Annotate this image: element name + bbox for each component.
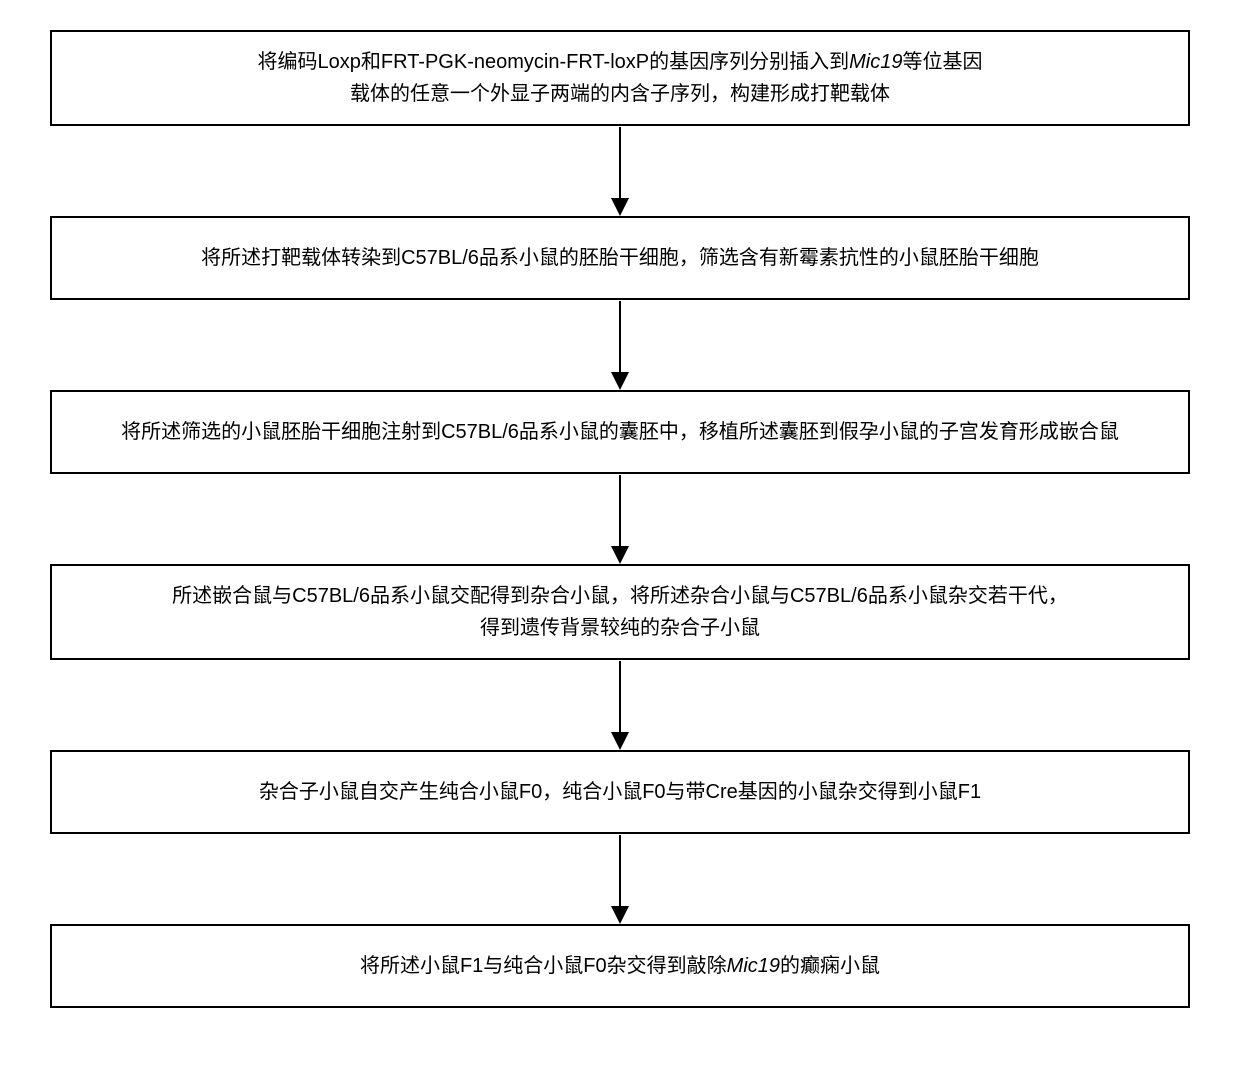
flowchart-step-5: 杂合子小鼠自交产生纯合小鼠F0，纯合小鼠F0与带Cre基因的小鼠杂交得到小鼠F1	[50, 750, 1190, 834]
arrow-4	[611, 660, 629, 750]
arrow-2	[611, 300, 629, 390]
flowchart-step-3: 将所述筛选的小鼠胚胎干细胞注射到C57BL/6品系小鼠的囊胚中，移植所述囊胚到假…	[50, 390, 1190, 474]
flowchart-step-6: 将所述小鼠F1与纯合小鼠F0杂交得到敲除Mic19的癫痫小鼠	[50, 924, 1190, 1008]
step-4-line-2: 得到遗传背景较纯的杂合子小鼠	[480, 612, 760, 644]
step-5-line-1: 杂合子小鼠自交产生纯合小鼠F0，纯合小鼠F0与带Cre基因的小鼠杂交得到小鼠F1	[72, 776, 1168, 808]
step-3-line-1: 将所述筛选的小鼠胚胎干细胞注射到C57BL/6品系小鼠的囊胚中，移植所述囊胚到假…	[72, 416, 1168, 448]
step-6-line-1: 将所述小鼠F1与纯合小鼠F0杂交得到敲除Mic19的癫痫小鼠	[72, 950, 1168, 982]
arrow-3	[611, 474, 629, 564]
arrow-5	[611, 834, 629, 924]
step-4-line-1: 所述嵌合鼠与C57BL/6品系小鼠交配得到杂合小鼠，将所述杂合小鼠与C57BL/…	[172, 580, 1068, 612]
flowchart-step-4: 所述嵌合鼠与C57BL/6品系小鼠交配得到杂合小鼠，将所述杂合小鼠与C57BL/…	[50, 564, 1190, 660]
step-1-line-1: 将编码Loxp和FRT-PGK-neomycin-FRT-loxP的基因序列分别…	[258, 46, 983, 78]
flowchart-step-2: 将所述打靶载体转染到C57BL/6品系小鼠的胚胎干细胞，筛选含有新霉素抗性的小鼠…	[50, 216, 1190, 300]
step-1-line-2: 载体的任意一个外显子两端的内含子序列，构建形成打靶载体	[350, 78, 890, 110]
flowchart-container: 将编码Loxp和FRT-PGK-neomycin-FRT-loxP的基因序列分别…	[50, 30, 1190, 1008]
step-2-line-1: 将所述打靶载体转染到C57BL/6品系小鼠的胚胎干细胞，筛选含有新霉素抗性的小鼠…	[72, 242, 1168, 274]
arrow-1	[611, 126, 629, 216]
flowchart-step-1: 将编码Loxp和FRT-PGK-neomycin-FRT-loxP的基因序列分别…	[50, 30, 1190, 126]
